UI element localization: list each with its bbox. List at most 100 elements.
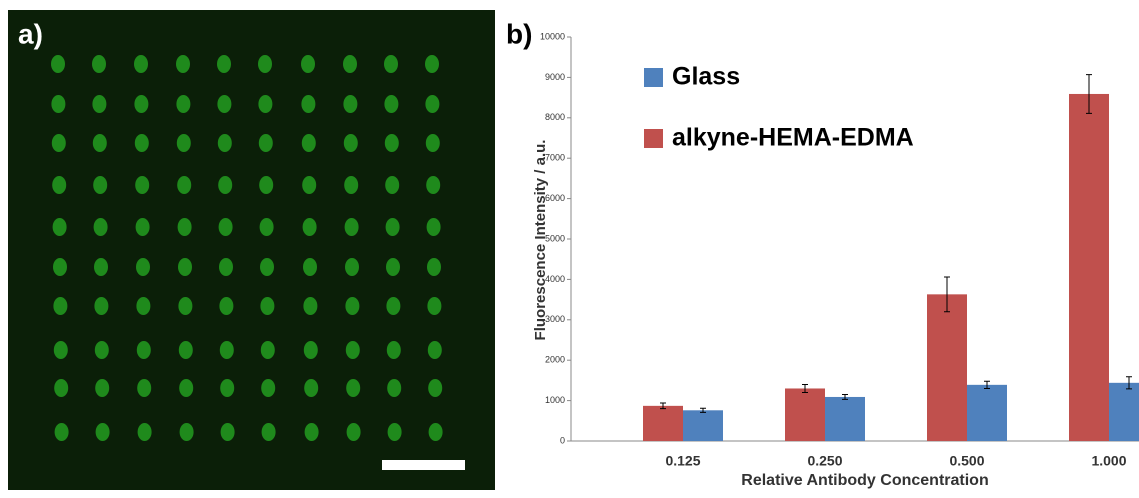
bar [1109,383,1139,441]
spot [347,423,361,441]
bar [825,397,865,441]
legend-swatch [644,68,663,87]
spot [301,55,315,73]
y-tick-label: 9000 [545,72,565,82]
x-tick-label: 0.125 [665,453,700,469]
spot [53,297,67,315]
spot [51,55,65,73]
y-tick-label: 7000 [545,153,565,163]
legend-label: Glass [672,63,740,91]
spot [346,341,360,359]
spot [343,95,357,113]
spot [261,341,275,359]
spot [178,258,192,276]
spot [51,95,65,113]
spot [137,379,151,397]
bar [927,294,967,441]
spot [343,55,357,73]
spot [344,176,358,194]
spot [428,341,442,359]
legend-swatch [644,129,663,148]
spot [138,423,152,441]
spot [177,134,191,152]
spot [134,95,148,113]
spot [54,379,68,397]
spot [53,258,67,276]
spot [176,55,190,73]
spot [346,379,360,397]
spot [137,341,151,359]
spot [93,134,107,152]
panel-label: a) [18,18,43,49]
spot [301,95,315,113]
spot [220,379,234,397]
spot [345,218,359,236]
y-tick-label: 2000 [545,355,565,365]
x-axis-title: Relative Antibody Concentration [741,472,988,489]
spot [94,218,108,236]
spot [384,55,398,73]
spot [219,297,233,315]
spot [345,297,359,315]
spot [427,297,441,315]
spot [428,379,442,397]
spot [385,176,399,194]
spot [135,176,149,194]
spot [178,218,192,236]
spot [217,95,231,113]
spot [303,297,317,315]
spot [180,423,194,441]
spot [427,258,441,276]
y-tick-label: 6000 [545,193,565,203]
spot [386,218,400,236]
spot [94,258,108,276]
spot [92,55,106,73]
spot [259,176,273,194]
spot [93,176,107,194]
y-tick-label: 5000 [545,233,565,243]
spot [221,423,235,441]
spot [219,258,233,276]
spot [262,423,276,441]
spot [304,379,318,397]
spot [387,379,401,397]
spot [178,297,192,315]
spot [179,379,193,397]
spot [345,258,359,276]
spot [387,341,401,359]
spot [426,134,440,152]
spot [388,423,402,441]
fluorescence-image [8,10,495,490]
spot [177,176,191,194]
spot [136,218,150,236]
spot [386,258,400,276]
bar [1069,94,1109,441]
spot [135,134,149,152]
x-tick-label: 0.250 [807,453,842,469]
figure: a) b) Fluorescence Intensity / a.u. Rela… [0,0,1139,493]
spot [94,297,108,315]
spot [429,423,443,441]
spot [425,55,439,73]
bar [643,406,683,441]
panel-label: b) [506,18,532,49]
spot [260,297,274,315]
spot [52,134,66,152]
spot [136,258,150,276]
spot [95,341,109,359]
spot [303,218,317,236]
spot [427,218,441,236]
spot [259,134,273,152]
spot [425,95,439,113]
spot [96,423,110,441]
spot [258,55,272,73]
spot [302,134,316,152]
spot [261,379,275,397]
spot [219,218,233,236]
spot [304,341,318,359]
spot [426,176,440,194]
spot [53,218,67,236]
scale-bar [382,460,465,470]
spot [176,95,190,113]
x-tick-label: 1.000 [1091,453,1126,469]
